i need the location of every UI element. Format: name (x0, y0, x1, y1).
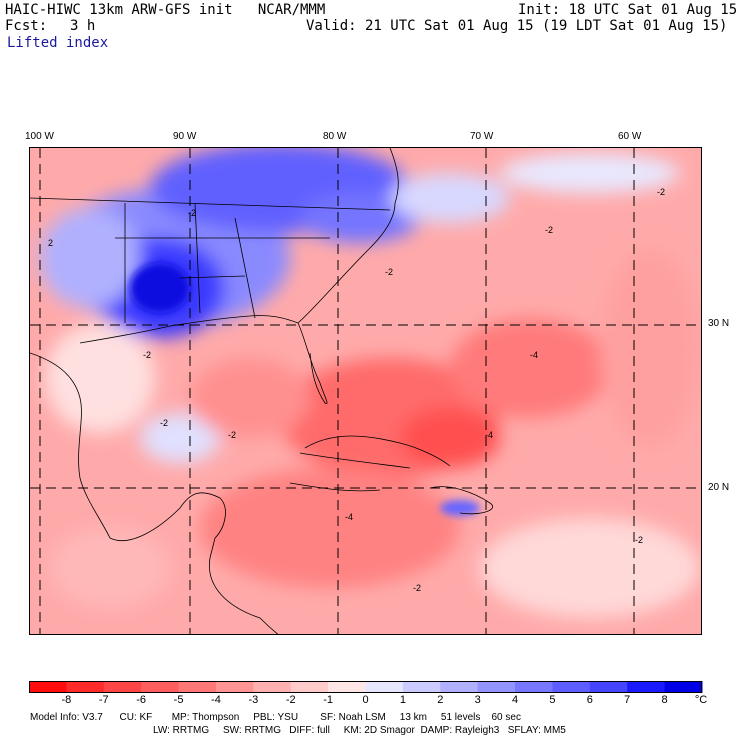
colorbar-tick-label: -2 (285, 694, 296, 706)
colorbar-segment (477, 681, 516, 693)
colorbar-segment (440, 681, 479, 693)
field-name: Lifted index (7, 35, 109, 51)
lon-label-80w: 80 W (323, 131, 347, 142)
colorbar-tick-label: -3 (248, 694, 259, 706)
colorbar-tick-label: 5 (549, 694, 556, 706)
colorbar-segment (141, 681, 180, 693)
colorbar-tick-label: 2 (437, 694, 444, 706)
lat-label-20n: 20 N (708, 482, 730, 493)
lifted-index-map: -2 -2 -2 -2 -2 -2 -2 -4 -4 -4 -2 -2 2 (29, 147, 702, 635)
colorbar-tick-label: 0 (362, 694, 369, 706)
colorbar-segment (103, 681, 142, 693)
lon-label-70w: 70 W (470, 131, 494, 142)
contour-label: -2 (228, 430, 236, 440)
graticule (30, 148, 701, 634)
contour-label: 2 (48, 238, 53, 248)
contour-label: -2 (160, 418, 168, 428)
colorbar-tick-label: 3 (474, 694, 481, 706)
contour-label: -2 (545, 225, 553, 235)
contour-label: -2 (657, 187, 665, 197)
colorbar-segment (627, 681, 666, 693)
model-title: HAIC-HIWC 13km ARW-GFS init NCAR/MMM (5, 2, 326, 18)
colorbar-segment (66, 681, 105, 693)
colorbar-tick-label: -7 (98, 694, 109, 706)
map-canvas: -2 -2 -2 -2 -2 -2 -2 -4 -4 -4 -2 -2 2 (30, 148, 701, 634)
colorbar-segment (589, 681, 628, 693)
colorbar-segment (515, 681, 553, 693)
colorbar-tick-label: 1 (399, 694, 406, 706)
colorbar-tick-label: 8 (661, 694, 668, 706)
contour-label: -4 (530, 350, 538, 360)
contour-label: -4 (485, 430, 493, 440)
colorbar-segment (402, 681, 441, 693)
contour-labels: -2 -2 -2 -2 -2 -2 -2 -4 -4 -4 -2 -2 2 (48, 187, 665, 593)
colorbar-segment (215, 681, 254, 693)
colorbar-tick-label: 7 (624, 694, 631, 706)
forecast-hour: 3 h (70, 18, 96, 34)
colorbar-segment (290, 681, 329, 693)
contour-label: -2 (385, 267, 393, 277)
lon-label-60w: 60 W (618, 131, 642, 142)
contour-label: -4 (345, 512, 353, 522)
colorbar-segment (328, 681, 366, 693)
colorbar-segment (253, 681, 292, 693)
contour-label: -2 (413, 583, 421, 593)
colorbar-tick-label: -5 (173, 694, 184, 706)
model-info-line1: Model Info: V3.7 CU: KF MP: Thompson PBL… (30, 712, 521, 723)
colorbar-segment (365, 681, 404, 693)
colorbar (29, 681, 703, 693)
colorbar-tick-label: -8 (61, 694, 72, 706)
init-time: Init: 18 UTC Sat 01 Aug 15 (518, 2, 738, 18)
colorbar-tick-label: -1 (323, 694, 333, 706)
colorbar-segment (178, 681, 217, 693)
valid-time: Valid: 21 UTC Sat 01 Aug 15 (19 LDT Sat … (306, 18, 728, 34)
contour-label: -2 (635, 535, 643, 545)
colorbar-tick-label: -4 (211, 694, 221, 706)
colorbar-segment (552, 681, 591, 693)
colorbar-segment (29, 681, 67, 693)
colorbar-segment (664, 681, 703, 693)
colorbar-tick-label: 6 (586, 694, 593, 706)
colorbar-tick-label: 4 (511, 694, 519, 706)
colorbar-frame (29, 681, 702, 693)
lon-label-100w: 100 W (25, 131, 54, 142)
forecast-label: Fcst: (5, 18, 48, 34)
colorbar-unit: °C (694, 694, 708, 706)
lat-label-30n: 30 N (708, 318, 730, 329)
lon-label-90w: 90 W (173, 131, 197, 142)
coastlines (30, 148, 493, 634)
contour-label: -2 (188, 208, 196, 218)
model-info-line2: LW: RRTMG SW: RRTMG DIFF: full KM: 2D Sm… (153, 725, 566, 736)
contour-label: -2 (143, 350, 151, 360)
shading-layer (40, 148, 700, 618)
colorbar-tick-label: -6 (136, 694, 147, 706)
